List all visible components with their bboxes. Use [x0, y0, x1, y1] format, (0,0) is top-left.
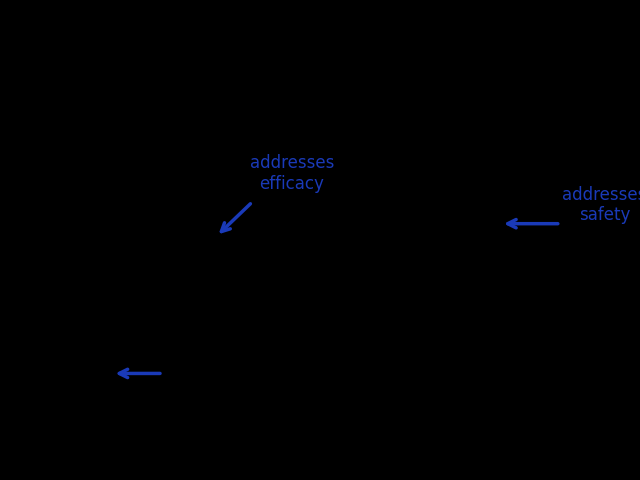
Text: Concentration of drug
in plasma: Concentration of drug in plasma	[30, 185, 52, 300]
Text: Correlation between drug dosage, plasma concentration and effects: Correlation between drug dosage, plasma …	[19, 44, 640, 62]
Text: Minimum effective
concentration: Minimum effective concentration	[449, 295, 534, 314]
Text: Peak
concentration: Peak concentration	[120, 143, 188, 164]
Text: Duration: Duration	[171, 356, 213, 366]
Text: addresses
efficacy: addresses efficacy	[250, 155, 334, 193]
Text: Onset: Onset	[91, 426, 120, 436]
Text: Time following administration
of a single dose: Time following administration of a singl…	[262, 442, 407, 464]
Text: Maximum safe
concentration: Maximum safe concentration	[449, 133, 516, 152]
Text: addresses
safety: addresses safety	[562, 186, 640, 224]
Text: Intensity: Intensity	[229, 238, 272, 247]
Text: Therapeutic
range: Therapeutic range	[449, 214, 504, 233]
Text: Time of
peak
concentration: Time of peak concentration	[122, 426, 189, 460]
